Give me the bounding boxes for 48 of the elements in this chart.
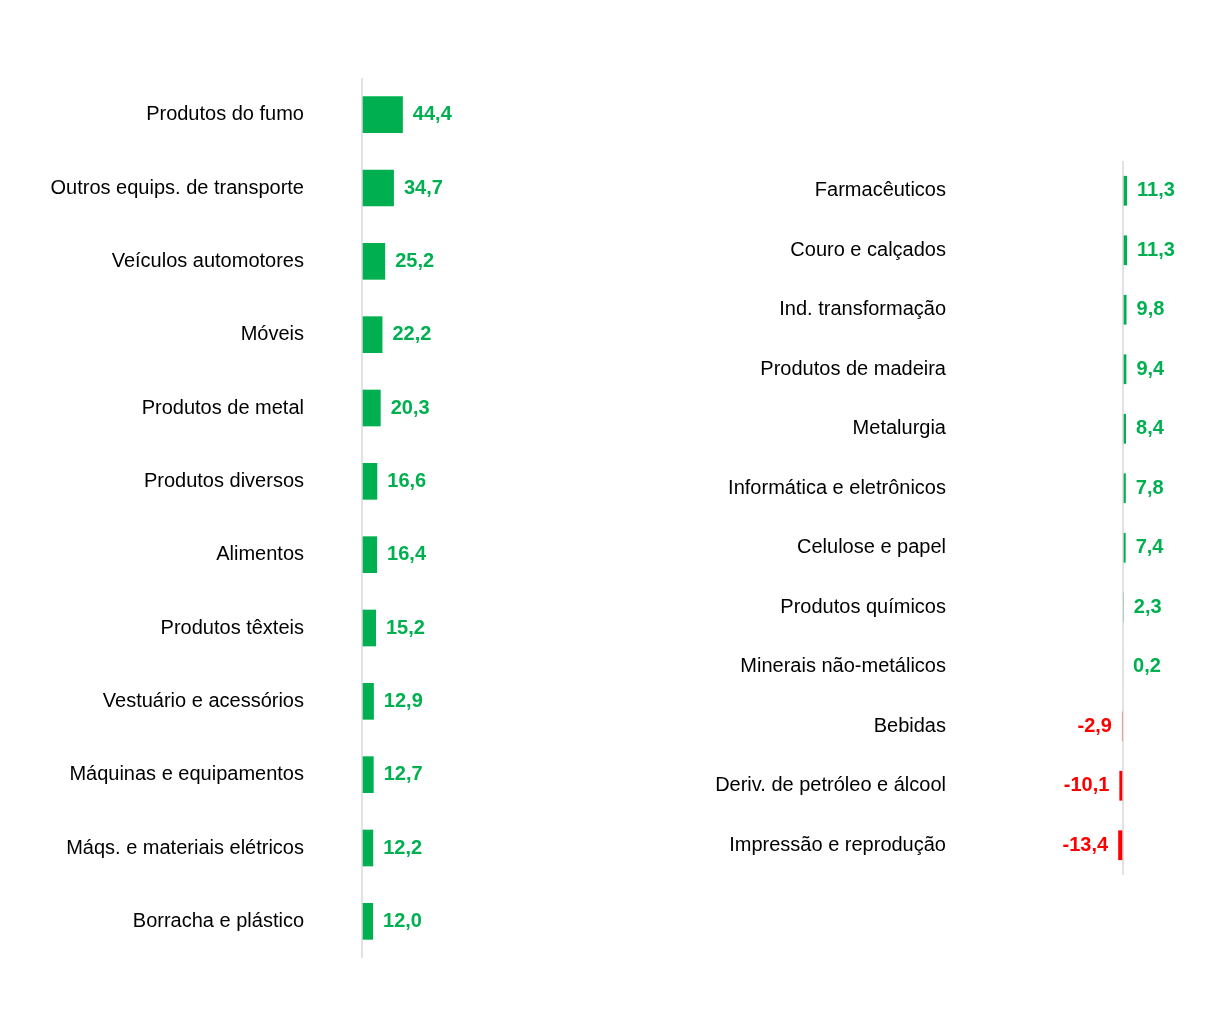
data-label: 25,2: [395, 248, 435, 271]
y-tick-label: Couro e calçados: [790, 237, 946, 260]
data-label: 9,8: [1136, 297, 1165, 320]
y-tick-label: Deriv. de petróleo e álcool: [715, 773, 946, 796]
data-label: 22,2: [392, 322, 432, 345]
y-tick-label: Alimentos: [216, 542, 304, 565]
data-label: 34,7: [403, 175, 443, 198]
y-tick-label: Celulose e papel: [797, 535, 946, 558]
y-tick-label: Máqs. e materiais elétricos: [66, 835, 304, 858]
y-tick-label: Produtos de madeira: [760, 356, 947, 379]
data-label: 44,4: [412, 102, 453, 125]
data-label: 2,3: [1133, 594, 1162, 617]
data-label: 16,4: [387, 542, 427, 565]
y-tick-label: Bebidas: [873, 713, 946, 736]
data-label: -13,4: [1062, 832, 1110, 855]
y-tick-label: Produtos de metal: [141, 395, 304, 418]
y-tick-label: Produtos do fumo: [146, 102, 304, 125]
y-tick-label: Máquinas e equipamentos: [69, 762, 304, 785]
y-tick-label: Impressão e reprodução: [729, 832, 946, 855]
y-tick-label: Minerais não-metálicos: [740, 654, 946, 677]
data-label: 11,3: [1137, 178, 1175, 201]
y-tick-label: Informática e eletrônicos: [728, 475, 946, 498]
y-tick-label: Produtos diversos: [143, 468, 304, 491]
data-label: 12,7: [383, 762, 423, 785]
data-label: 7,4: [1135, 535, 1165, 558]
y-tick-label: Móveis: [240, 322, 304, 345]
y-tick-label: Vestuário e acessórios: [102, 688, 304, 711]
y-tick-label: Veículos automotores: [111, 248, 304, 271]
data-label: 11,3: [1137, 237, 1175, 260]
y-tick-label: Produtos têxteis: [160, 615, 304, 638]
data-label: 8,4: [1136, 416, 1165, 439]
y-tick-label: Borracha e plástico: [132, 908, 304, 931]
data-label: -2,9: [1077, 713, 1112, 736]
data-label: -10,1: [1063, 773, 1110, 796]
data-label: 12,9: [383, 688, 423, 711]
data-label: 9,4: [1136, 356, 1166, 379]
data-label: 7,8: [1135, 475, 1164, 498]
y-tick-label: Metalurgia: [852, 416, 947, 439]
y-tick-label: Produtos químicos: [780, 594, 946, 617]
data-label: 0,2: [1133, 654, 1161, 677]
data-label: 20,3: [390, 395, 430, 418]
y-tick-label: Ind. transformação: [779, 297, 946, 320]
data-label: 12,0: [383, 908, 422, 931]
y-tick-label: Outros equips. de transporte: [50, 175, 304, 198]
data-label: 15,2: [385, 615, 425, 638]
data-label: 16,6: [387, 468, 427, 491]
data-label: 12,2: [383, 835, 423, 858]
y-tick-label: Farmacêuticos: [814, 178, 946, 201]
